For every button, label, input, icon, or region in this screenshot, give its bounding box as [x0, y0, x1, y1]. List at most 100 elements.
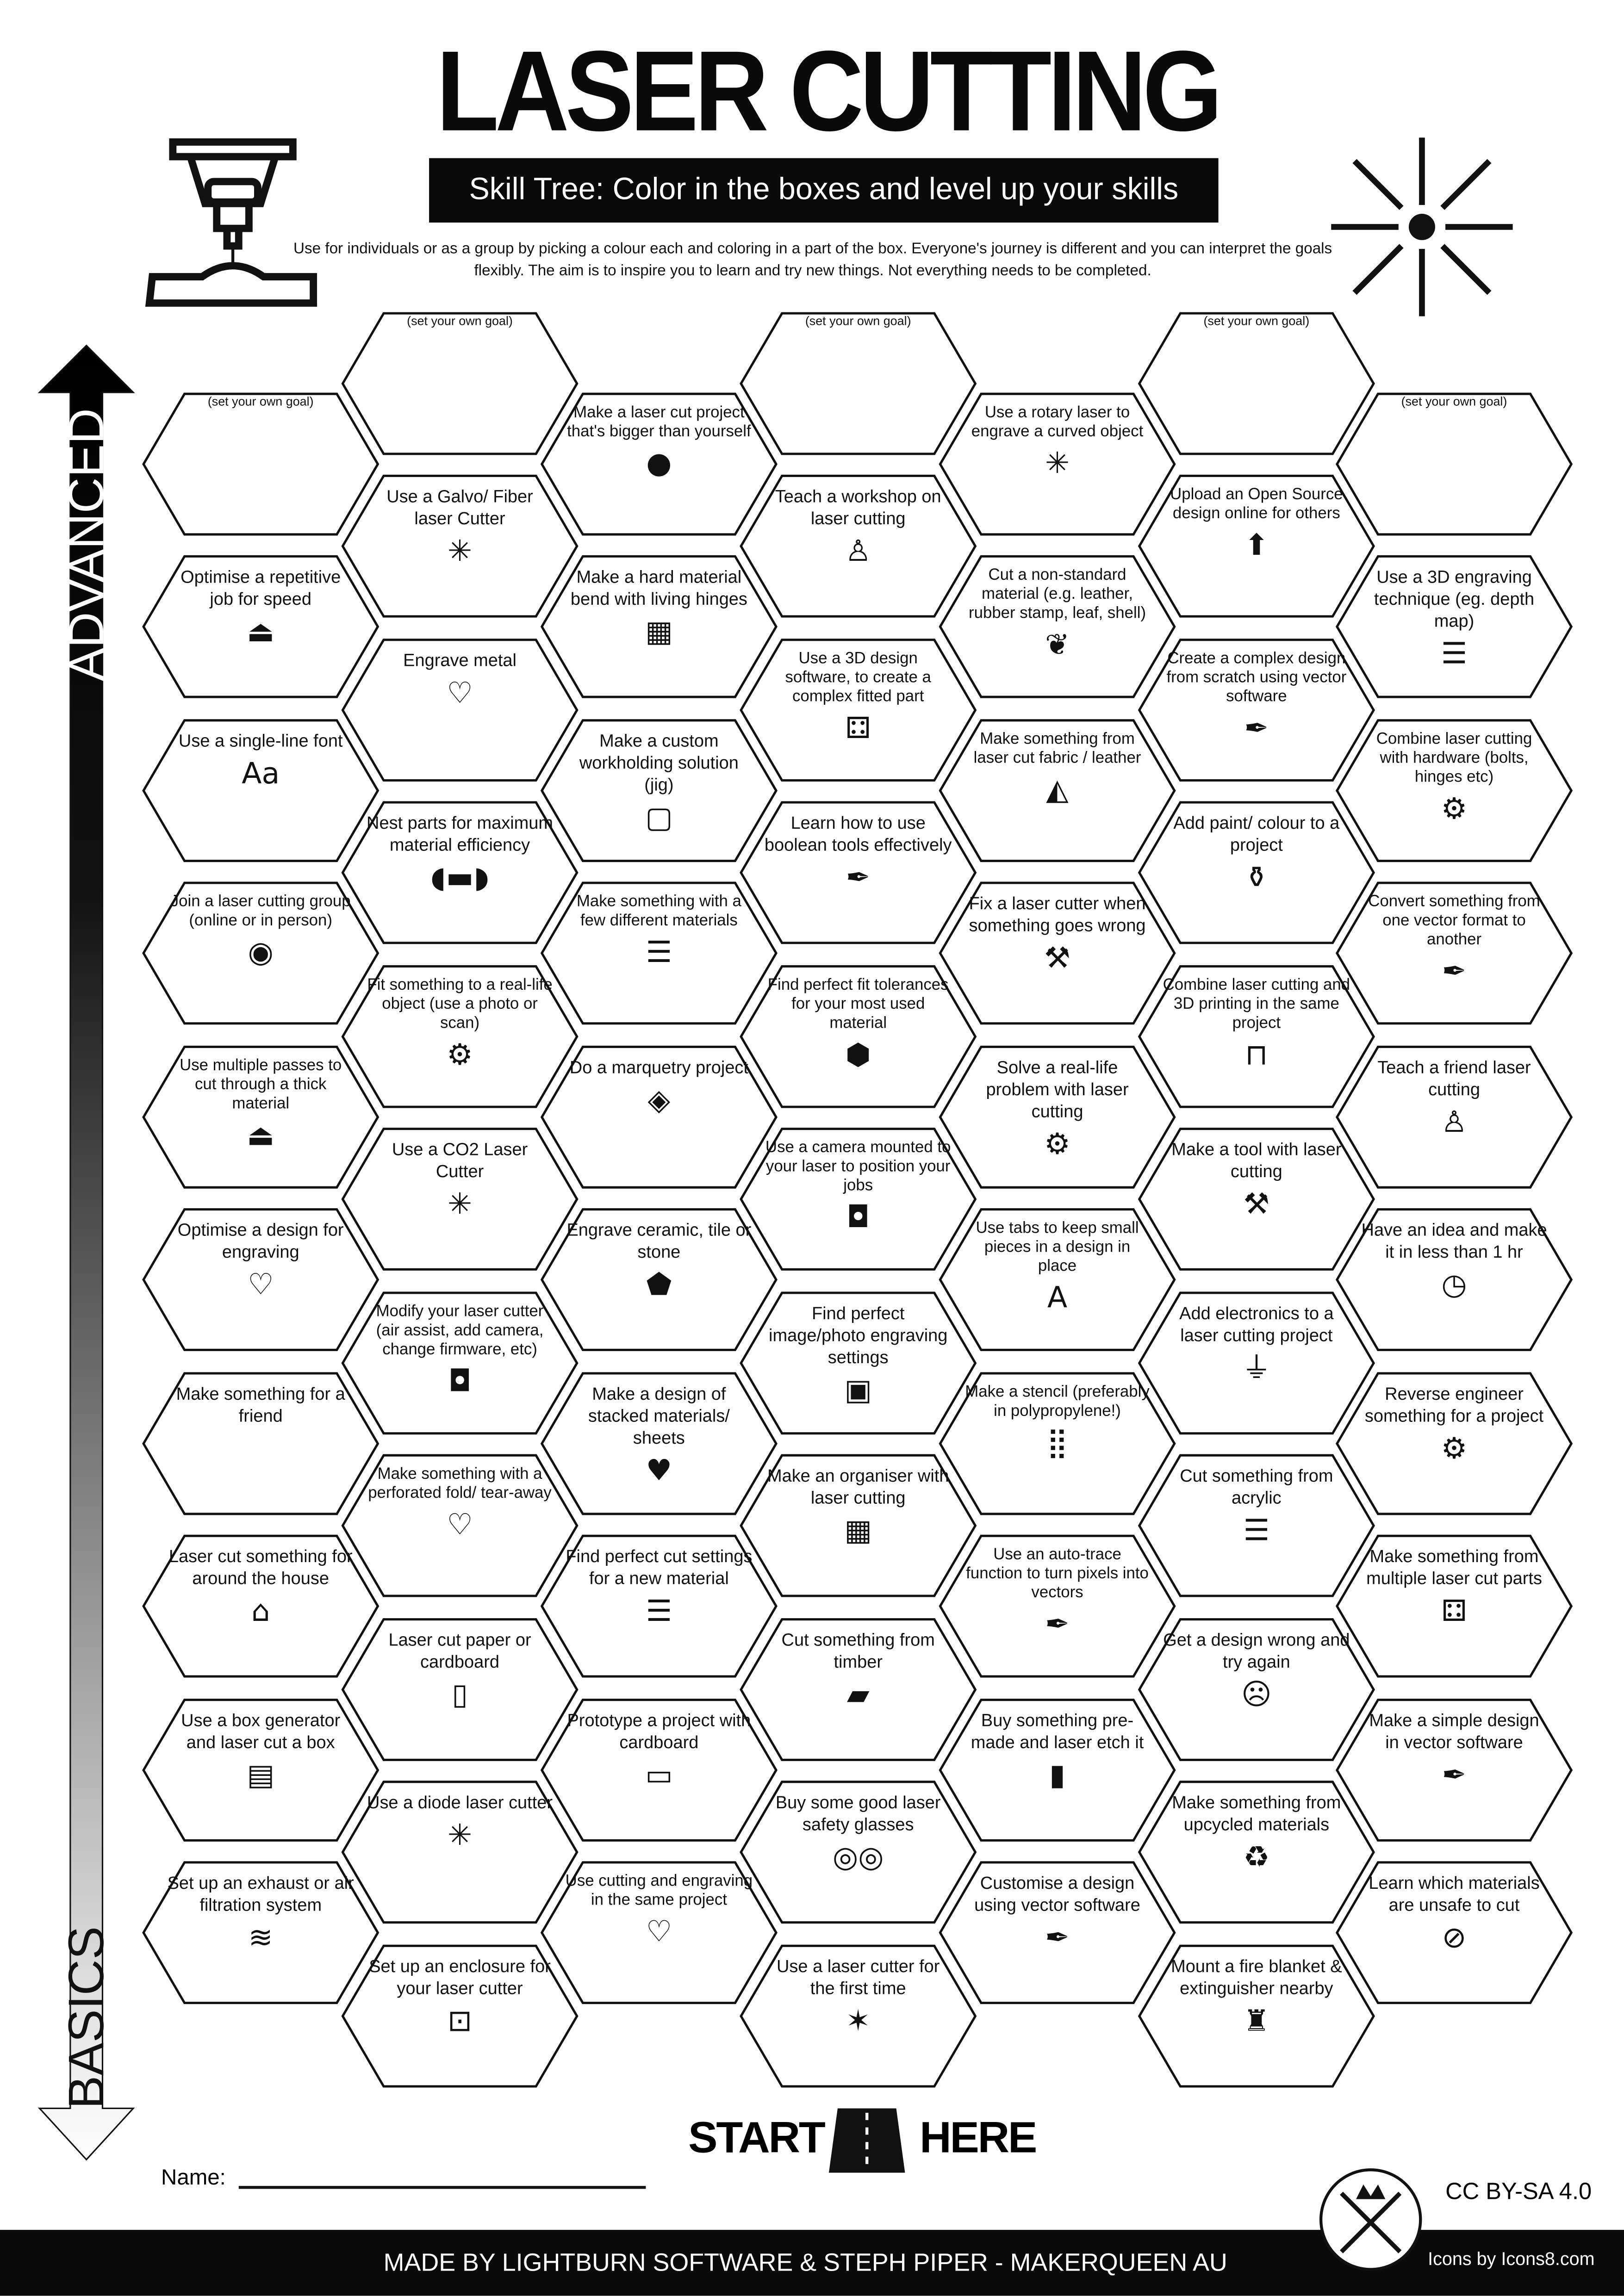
skill-hex[interactable]: Use cutting and engraving in the same pr… — [539, 1860, 779, 2006]
skill-hex[interactable]: Make something for a friend — [141, 1370, 381, 1516]
skill-hex[interactable]: Make a stencil (preferably in polypropyl… — [937, 1370, 1177, 1516]
skill-hex[interactable]: Buy something pre-made and laser etch it… — [937, 1696, 1177, 1843]
skill-hex[interactable]: Find perfect fit tolerances for your mos… — [738, 963, 978, 1109]
skill-hex[interactable]: Do a marquetry project ◈ — [539, 1043, 779, 1190]
hex-outline — [1138, 312, 1375, 455]
hex-outline — [1138, 1128, 1375, 1271]
skill-hex[interactable]: Make something from multiple laser cut p… — [1334, 1533, 1574, 1679]
hex-content: Make a tool with laser cutting ⚒ — [1163, 1126, 1350, 1272]
hex-content: Use cutting and engraving in the same pr… — [565, 1860, 753, 2006]
skill-label: Teach a workshop on laser cutting — [775, 486, 941, 529]
skill-hex[interactable]: Laser cut something for around the house… — [141, 1533, 381, 1679]
skill-hex[interactable]: Use a Galvo/ Fiber laser Cutter ✳ — [340, 473, 580, 620]
skill-label: Set up an exhaust or air filtration syst… — [167, 1873, 354, 1915]
hex-outline — [1335, 1698, 1573, 1841]
skill-hex[interactable]: Get a design wrong and try again ☹ — [1136, 1616, 1376, 1762]
skill-hex[interactable]: Use a CO2 Laser Cutter ✳ — [340, 1126, 580, 1272]
skill-hex[interactable]: Find perfect cut settings for a new mate… — [539, 1533, 779, 1679]
hex-outline — [740, 801, 977, 945]
skill-label: Use a box generator and laser cut a box — [181, 1709, 341, 1752]
skill-hex[interactable]: Convert something from one vector format… — [1334, 881, 1574, 1027]
hex-outline — [740, 638, 977, 782]
skill-hex[interactable]: Make a tool with laser cutting ⚒ — [1136, 1126, 1376, 1272]
skill-hex[interactable]: Add paint/ colour to a project ⚱ — [1136, 800, 1376, 946]
skill-hex[interactable]: Customise a design using vector software… — [937, 1860, 1177, 2006]
skill-hex[interactable]: (set your own goal) — [1136, 310, 1376, 457]
hex-content: Use a Galvo/ Fiber laser Cutter ✳ — [366, 473, 554, 620]
skill-hex[interactable]: Learn which materials are unsafe to cut ⊘ — [1334, 1860, 1574, 2006]
skill-hex[interactable]: Teach a friend laser cutting ♙ — [1334, 1043, 1574, 1190]
hex-outline — [740, 965, 977, 1108]
hex-outline — [142, 556, 380, 699]
skill-hex[interactable]: Make a laser cut project that's bigger t… — [539, 391, 779, 537]
skill-hex[interactable]: Upload an Open Source design online for … — [1136, 473, 1376, 620]
skill-hex[interactable]: Join a laser cutting group (online or in… — [141, 881, 381, 1027]
skill-hex[interactable]: Solve a real-life problem with laser cut… — [937, 1043, 1177, 1190]
skill-label: Use an auto-trace function to turn pixel… — [966, 1546, 1149, 1602]
laser-machine-icon: ⏏ — [247, 614, 275, 650]
skill-hex[interactable]: Fix a laser cutter when something goes w… — [937, 881, 1177, 1027]
skill-hex[interactable]: Make a custom workholding solution (jig)… — [539, 717, 779, 863]
skill-hex[interactable]: Cut a non-standard material (e.g. leathe… — [937, 554, 1177, 700]
skill-hex[interactable]: Set up an enclosure for your laser cutte… — [340, 1942, 580, 2088]
organiser-icon: ▦ — [844, 1513, 872, 1548]
skill-hex[interactable]: Use a diode laser cutter ✳ — [340, 1779, 580, 1925]
skill-hex[interactable]: Nest parts for maximum material efficien… — [340, 800, 580, 946]
skill-hex[interactable]: Have an idea and make it in less than 1 … — [1334, 1207, 1574, 1353]
skill-hex[interactable]: Modify your laser cutter (air assist, ad… — [340, 1290, 580, 1436]
skill-hex[interactable]: Teach a workshop on laser cutting ♙ — [738, 473, 978, 620]
skill-hex[interactable]: Fit something to a real-life object (use… — [340, 963, 580, 1109]
skill-hex[interactable]: Create a complex design from scratch usi… — [1136, 637, 1376, 783]
hex-outline — [540, 1535, 778, 1678]
skill-hex[interactable]: Use a box generator and laser cut a box ▤ — [141, 1696, 381, 1843]
skill-hex[interactable]: Make something from upcycled materials ♻ — [1136, 1779, 1376, 1925]
hex-content: Buy something pre-made and laser etch it… — [964, 1696, 1151, 1843]
skill-hex[interactable]: Make something with a perforated fold/ t… — [340, 1452, 580, 1599]
skill-hex[interactable]: Use tabs to keep small pieces in a desig… — [937, 1207, 1177, 1353]
skill-hex[interactable]: (set your own goal) — [141, 391, 381, 537]
skill-hex[interactable]: Prototype a project with cardboard ▭ — [539, 1696, 779, 1843]
skill-hex[interactable]: Engrave ceramic, tile or stone ⬟ — [539, 1207, 779, 1353]
timber-icon: ▰ — [846, 1675, 870, 1711]
skill-hex[interactable]: Make a simple design in vector software ✒ — [1334, 1696, 1574, 1843]
skill-hex[interactable]: Combine laser cutting and 3D printing in… — [1136, 963, 1376, 1109]
skill-hex[interactable]: Make an organiser with laser cutting ▦ — [738, 1452, 978, 1599]
skill-hex[interactable]: Make something with a few different mate… — [539, 881, 779, 1027]
skill-hex[interactable]: Optimise a repetitive job for speed ⏏ — [141, 554, 381, 700]
hex-content: Cut something from acrylic ☰ — [1163, 1452, 1350, 1599]
skill-hex[interactable]: Cut something from timber ▰ — [738, 1616, 978, 1762]
skill-hex[interactable]: (set your own goal) — [340, 310, 580, 457]
skill-hex[interactable]: Use a 3D design software, to create a co… — [738, 637, 978, 783]
skill-hex[interactable]: Cut something from acrylic ☰ — [1136, 1452, 1376, 1599]
skill-hex[interactable]: Use an auto-trace function to turn pixel… — [937, 1533, 1177, 1679]
skill-hex[interactable]: Make a design of stacked materials/ shee… — [539, 1370, 779, 1516]
skill-hex[interactable]: Make something from laser cut fabric / l… — [937, 717, 1177, 863]
skill-hex[interactable]: Combine laser cutting with hardware (bol… — [1334, 717, 1574, 863]
skill-hex[interactable]: (set your own goal) — [1334, 391, 1574, 537]
skill-hex[interactable]: Use a 3D engraving technique (eg. depth … — [1334, 554, 1574, 700]
skill-hex[interactable]: Set up an exhaust or air filtration syst… — [141, 1860, 381, 2006]
skill-hex[interactable]: Learn how to use boolean tools effective… — [738, 800, 978, 946]
hex-content: Have an idea and make it in less than 1 … — [1361, 1207, 1548, 1353]
skill-hex[interactable]: Engrave metal ♡ — [340, 637, 580, 783]
name-field[interactable] — [238, 2186, 646, 2189]
skill-hex[interactable]: Find perfect image/photo engraving setti… — [738, 1290, 978, 1436]
skill-hex[interactable]: Reverse engineer something for a project… — [1334, 1370, 1574, 1516]
skill-hex[interactable]: Mount a fire blanket & extinguisher near… — [1136, 1942, 1376, 2088]
skill-label: Use a single-line font — [178, 730, 343, 751]
skill-hex[interactable]: Use multiple passes to cut through a thi… — [141, 1043, 381, 1190]
skill-hex[interactable]: Laser cut paper or cardboard ▯ — [340, 1616, 580, 1762]
skill-hex[interactable]: Use a camera mounted to your laser to po… — [738, 1126, 978, 1272]
skill-hex[interactable]: Use a single-line font Aa — [141, 717, 381, 863]
skill-hex[interactable]: Use a rotary laser to engrave a curved o… — [937, 391, 1177, 537]
skill-hex[interactable]: Add electronics to a laser cutting proje… — [1136, 1290, 1376, 1436]
gear-hand-icon: ⚙ — [1044, 1125, 1070, 1161]
hex-outline — [939, 1861, 1176, 2004]
skill-hex[interactable]: Make a hard material bend with living hi… — [539, 554, 779, 700]
hex-content: Use a diode laser cutter ✳ — [366, 1779, 554, 1925]
hex-outline — [1138, 1291, 1375, 1434]
skill-hex[interactable]: Use a laser cutter for the first time ✶ — [738, 1942, 978, 2088]
skill-hex[interactable]: (set your own goal) — [738, 310, 978, 457]
skill-hex[interactable]: Optimise a design for engraving ♡ — [141, 1207, 381, 1353]
skill-hex[interactable]: Buy some good laser safety glasses ◎◎ — [738, 1779, 978, 1925]
